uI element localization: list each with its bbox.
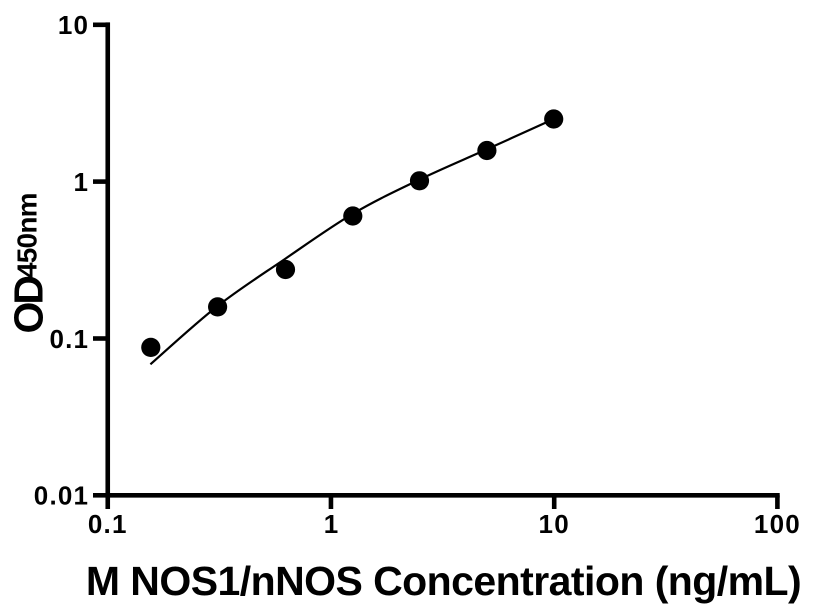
svg-text:M NOS1/nNOS Concentration (ng/: M NOS1/nNOS Concentration (ng/mL)	[86, 558, 801, 604]
svg-text:10: 10	[539, 509, 570, 539]
svg-text:10: 10	[58, 10, 89, 40]
svg-text:0.1: 0.1	[88, 509, 128, 539]
svg-text:1: 1	[74, 167, 88, 197]
svg-text:0.1: 0.1	[49, 324, 89, 354]
svg-text:0.01: 0.01	[34, 481, 89, 511]
svg-text:100: 100	[754, 509, 801, 539]
svg-text:1: 1	[324, 509, 338, 539]
